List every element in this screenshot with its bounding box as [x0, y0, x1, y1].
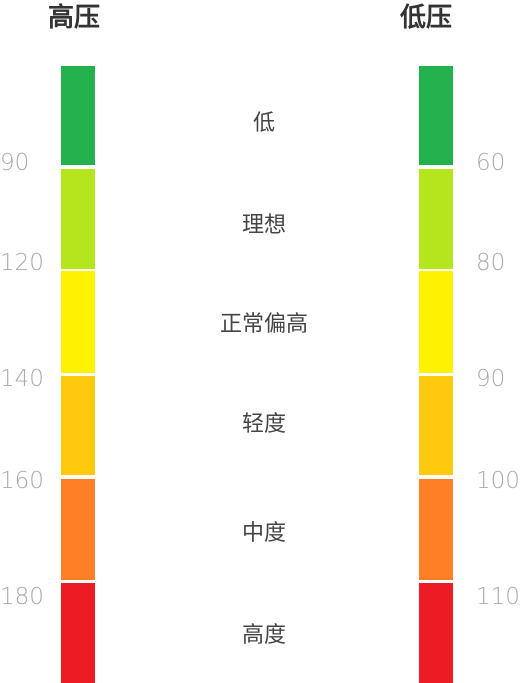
diastolic-segment-mild	[419, 376, 453, 475]
systolic-segment-low	[61, 66, 95, 165]
systolic-segment-severe	[61, 583, 95, 683]
systolic-heading: 高压	[48, 3, 101, 33]
diastolic-segment-low	[419, 66, 453, 165]
category-label-severe: 高度	[241, 623, 286, 648]
diastolic-segment-high-normal	[419, 271, 453, 373]
diastolic-heading: 低压	[400, 3, 453, 33]
systolic-segment-mild	[61, 376, 95, 475]
systolic-segment-ideal	[61, 169, 95, 269]
diastolic-tick: 110	[476, 584, 520, 610]
category-label-high-normal: 正常偏高	[219, 312, 308, 337]
diastolic-segment-moderate	[419, 479, 453, 580]
diastolic-scale-bar	[419, 66, 453, 683]
systolic-segment-moderate	[61, 479, 95, 580]
systolic-tick: 90	[0, 150, 30, 176]
diastolic-tick: 90	[476, 366, 506, 392]
systolic-tick: 140	[0, 366, 44, 392]
systolic-tick: 180	[0, 584, 44, 610]
category-label-low: 低	[252, 111, 275, 136]
category-label-moderate: 中度	[241, 521, 286, 546]
diastolic-segment-severe	[419, 583, 453, 683]
diastolic-tick: 100	[476, 468, 520, 494]
diastolic-tick: 60	[476, 150, 506, 176]
diastolic-segment-ideal	[419, 169, 453, 269]
category-label-mild: 轻度	[241, 412, 286, 437]
systolic-segment-high-normal	[61, 271, 95, 373]
systolic-scale-bar	[61, 66, 95, 683]
systolic-tick: 120	[0, 250, 44, 276]
category-label-ideal: 理想	[241, 213, 286, 238]
systolic-tick: 160	[0, 468, 44, 494]
diastolic-tick: 80	[476, 250, 506, 276]
